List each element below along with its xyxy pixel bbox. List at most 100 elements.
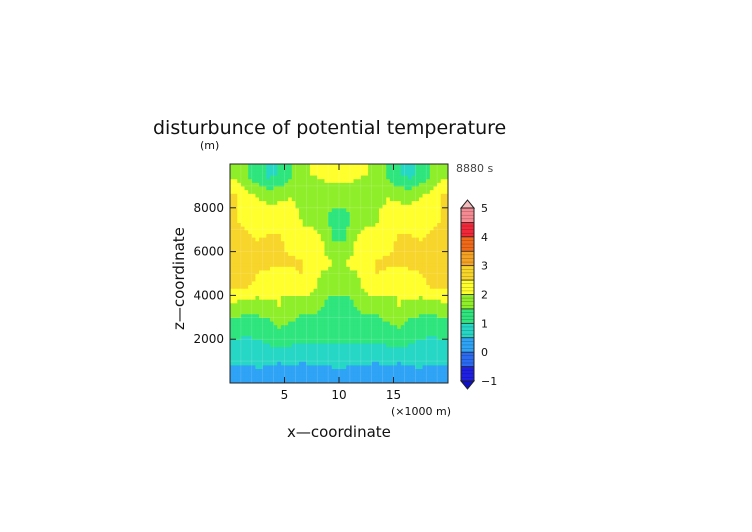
contour-cell: [288, 379, 293, 383]
contour-cell: [299, 196, 304, 202]
contour-cell: [357, 269, 362, 275]
contour-cell: [440, 379, 445, 383]
contour-cell: [324, 244, 329, 249]
contour-cell: [255, 222, 260, 227]
contour-cell: [339, 222, 344, 227]
contour-cell: [331, 313, 336, 318]
contour-cell: [393, 357, 398, 362]
contour-cell: [339, 350, 344, 355]
contour-cell: [244, 233, 249, 238]
contour-cell: [408, 240, 413, 245]
contour-cell: [444, 288, 448, 293]
contour-cell: [309, 331, 315, 337]
contour-cell: [335, 350, 340, 355]
contour-cell: [266, 196, 271, 202]
contour-cell: [302, 339, 307, 344]
contour-cell: [386, 306, 391, 311]
contour-cell: [309, 361, 315, 366]
contour-cell: [237, 372, 242, 377]
contour-cell: [262, 167, 267, 172]
contour-cell: [255, 174, 260, 180]
contour-cell: [364, 277, 369, 282]
contour-cell: [295, 306, 300, 311]
contour-cell: [360, 207, 366, 213]
contour-cell: [291, 328, 296, 333]
contour-cell: [364, 207, 369, 213]
contour-cell: [411, 372, 416, 377]
contour-cell: [342, 353, 347, 359]
contour-cell: [295, 361, 300, 366]
contour-cell: [284, 171, 289, 176]
contour-cell: [251, 364, 257, 369]
contour-cell: [288, 346, 293, 351]
contour-cell: [266, 284, 271, 289]
contour-cell: [277, 346, 282, 351]
contour-cell: [259, 178, 264, 183]
contour-cell: [317, 295, 322, 300]
contour-cell: [317, 335, 322, 340]
contour-cell: [368, 277, 373, 282]
contour-cell: [230, 302, 235, 307]
contour-cell: [262, 229, 267, 234]
contour-cell: [317, 306, 322, 311]
contour-cell: [317, 266, 322, 271]
contour-cell: [349, 372, 355, 377]
contour-cell: [346, 164, 351, 169]
contour-cell: [230, 350, 235, 355]
contour-cell: [437, 310, 442, 315]
contour-cell: [320, 237, 326, 242]
contour-cell: [386, 310, 391, 315]
contour-cell: [273, 218, 278, 223]
contour-cell: [440, 273, 445, 278]
contour-cell: [364, 196, 369, 202]
contour-cell: [240, 379, 246, 383]
contour-cell: [378, 215, 384, 220]
contour-cell: [422, 204, 427, 209]
contour-cell: [331, 207, 336, 213]
contour-cell: [357, 196, 362, 202]
contour-cell: [259, 193, 264, 198]
contour-cell: [317, 262, 322, 267]
contour-cell: [269, 379, 275, 383]
contour-cell: [248, 346, 253, 351]
contour-cell: [324, 229, 329, 234]
contour-cell: [288, 258, 293, 264]
contour-cell: [320, 269, 326, 275]
contour-cell: [342, 346, 347, 351]
contour-cell: [273, 200, 278, 205]
contour-cell: [418, 335, 424, 340]
contour-cell: [375, 291, 380, 296]
contour-cell: [237, 310, 242, 315]
contour-cell: [360, 262, 366, 267]
contour-cell: [309, 244, 315, 249]
contour-cell: [328, 375, 333, 380]
contour-cell: [444, 247, 448, 253]
contour-cell: [280, 320, 286, 326]
contour-cell: [280, 310, 286, 315]
contour-cell: [313, 247, 318, 253]
contour-cell: [346, 280, 351, 286]
contour-cell: [397, 240, 402, 245]
contour-cell: [393, 167, 398, 172]
contour-cell: [397, 331, 402, 337]
contour-cell: [429, 226, 435, 231]
contour-cell: [251, 247, 257, 253]
contour-cell: [255, 204, 260, 209]
contour-cell: [302, 328, 307, 333]
contour-cell: [339, 306, 344, 311]
contour-cell: [244, 193, 249, 198]
contour-cell: [295, 277, 300, 282]
contour-cell: [273, 237, 278, 242]
contour-cell: [360, 335, 366, 340]
contour-cell: [277, 295, 282, 300]
contour-cell: [240, 240, 246, 245]
contour-cell: [299, 302, 304, 307]
contour-cell: [291, 277, 296, 282]
contour-cell: [415, 204, 420, 209]
contour-cell: [382, 328, 387, 333]
contour-cell: [288, 182, 293, 187]
contour-cell: [291, 372, 296, 377]
contour-cell: [317, 178, 322, 183]
contour-cell: [269, 361, 275, 366]
contour-cell: [269, 288, 275, 293]
